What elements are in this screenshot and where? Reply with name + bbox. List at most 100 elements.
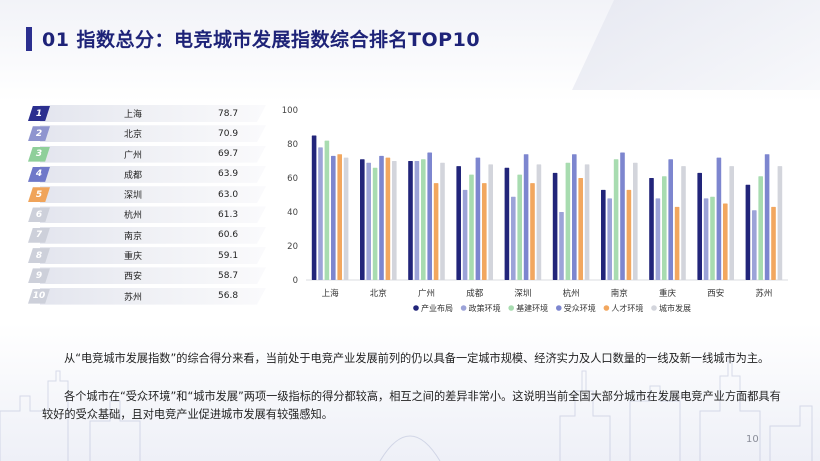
rank-badge: 2 xyxy=(28,126,50,142)
bar xyxy=(360,159,365,280)
ranking-score: 61.3 xyxy=(218,209,239,220)
bar xyxy=(517,174,522,280)
bar xyxy=(475,157,481,280)
x-tick-label: 深圳 xyxy=(514,288,531,299)
ranking-row: 7 南京 60.6 xyxy=(28,226,266,244)
rank-badge: 9 xyxy=(28,268,50,284)
ranking-score: 56.8 xyxy=(218,291,239,302)
ranking-row-background xyxy=(40,206,266,224)
bar xyxy=(668,159,673,280)
bar xyxy=(408,161,413,280)
bar xyxy=(710,196,715,280)
bar xyxy=(723,203,728,280)
ranking-score: 59.1 xyxy=(218,250,239,261)
ranking-table: 1 上海 78.7 2 北京 70.9 3 广州 69.7 4 成都 63.9 5 深圳 63.0 6 杭州 61… xyxy=(28,105,266,308)
bar xyxy=(536,164,542,280)
ranking-row-background xyxy=(40,165,266,183)
bar xyxy=(626,189,632,280)
legend-marker xyxy=(651,305,657,311)
ranking-row: 8 重庆 59.1 xyxy=(28,247,266,265)
city-skyline-decoration xyxy=(0,360,813,461)
legend-label: 城市发展 xyxy=(659,303,691,313)
bar xyxy=(385,157,391,280)
ranking-score: 63.0 xyxy=(218,189,239,200)
bar xyxy=(331,155,336,280)
bar xyxy=(607,198,612,280)
page-title: 01 指数总分：电竞城市发展指数综合排名TOP10 xyxy=(42,29,481,51)
ranking-score: 60.6 xyxy=(218,230,239,241)
ranking-score: 63.9 xyxy=(218,169,239,180)
bar xyxy=(716,157,722,280)
bar xyxy=(392,161,397,280)
legend-label: 受众环境 xyxy=(564,303,596,313)
legend-label: 基建环境 xyxy=(516,303,548,313)
bar xyxy=(584,164,590,280)
ranking-row-background xyxy=(40,105,266,122)
paragraph-1: 从“电竞城市发展指数”的综合得分来看，当前处于电竞产业发展前列的仍以具备一定城市… xyxy=(64,352,770,365)
ranking-city: 深圳 xyxy=(124,191,143,202)
x-tick-label: 苏州 xyxy=(755,288,772,299)
page-number: 10 xyxy=(746,434,759,445)
x-tick-label: 南京 xyxy=(611,288,628,299)
bar xyxy=(758,176,763,280)
y-tick-label: 40 xyxy=(287,208,298,218)
bar xyxy=(488,164,493,280)
bar xyxy=(777,166,783,280)
legend-marker xyxy=(413,305,419,311)
ranking-score: 70.9 xyxy=(218,128,239,139)
bar xyxy=(311,135,317,280)
rank-badge: 4 xyxy=(28,166,50,182)
bar xyxy=(318,147,323,280)
bar xyxy=(649,178,654,280)
ranking-row-background xyxy=(40,287,266,305)
rank-badge: 6 xyxy=(28,207,50,223)
bar xyxy=(613,159,619,280)
bar xyxy=(620,152,625,280)
ranking-row: 3 广州 69.7 xyxy=(28,145,266,163)
ranking-row: 6 杭州 61.3 xyxy=(28,206,266,224)
bar xyxy=(440,162,445,280)
rank-badge: 3 xyxy=(28,146,50,162)
legend-marker xyxy=(508,305,514,311)
legend-label: 人才环境 xyxy=(611,303,643,313)
bar xyxy=(552,172,558,280)
x-tick-label: 上海 xyxy=(322,288,340,299)
ranking-city: 西安 xyxy=(124,272,143,283)
legend-label: 产业布局 xyxy=(421,303,453,313)
rank-badge: 1 xyxy=(28,106,50,121)
bar xyxy=(559,212,564,280)
rank-badge: 10 xyxy=(28,288,50,304)
bar xyxy=(601,189,606,280)
ranking-city: 南京 xyxy=(124,231,143,242)
rank-badge: 7 xyxy=(28,227,50,243)
bar xyxy=(729,166,734,280)
bar xyxy=(752,210,757,280)
bar xyxy=(433,183,439,280)
ranking-city: 重庆 xyxy=(124,252,143,263)
ranking-row: 1 上海 78.7 xyxy=(28,105,266,122)
bar xyxy=(372,167,378,280)
bar xyxy=(745,184,751,280)
legend-marker xyxy=(603,305,610,311)
bar xyxy=(703,198,709,280)
bar xyxy=(511,196,516,280)
bar xyxy=(771,206,776,280)
bar xyxy=(764,154,770,280)
ranking-row: 10 苏州 56.8 xyxy=(28,287,266,305)
x-tick-label: 杭州 xyxy=(563,288,580,299)
bar xyxy=(674,206,680,280)
ranking-score: 58.7 xyxy=(218,270,239,281)
ranking-row: 5 深圳 63.0 xyxy=(28,186,266,204)
bar xyxy=(343,157,349,280)
ranking-score: 78.7 xyxy=(218,108,239,119)
x-tick-label: 重庆 xyxy=(659,288,677,299)
y-tick-label: 0 xyxy=(293,276,298,286)
bar xyxy=(633,162,638,280)
ranking-row-background xyxy=(40,145,266,163)
ranking-row-background xyxy=(40,267,266,285)
bar xyxy=(456,166,461,280)
bar-chart: 0 20 40 60 80 100 上海 北京 广州 成都 深圳 杭州 南京 重庆 西安 苏州 产业布局 政策环境… xyxy=(278,98,798,323)
bar xyxy=(572,154,577,280)
x-tick-label: 西安 xyxy=(707,288,724,299)
